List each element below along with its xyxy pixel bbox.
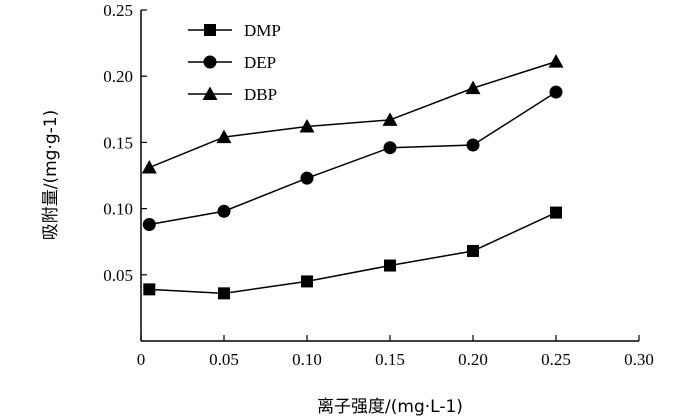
legend-label: DMP xyxy=(244,21,281,40)
data-point xyxy=(382,112,398,126)
x-tick-label: 0.05 xyxy=(209,350,239,369)
legend-item-dmp: DMP xyxy=(188,21,281,40)
x-tick-label: 0 xyxy=(137,350,146,369)
x-tick-label: 0.20 xyxy=(458,350,488,369)
y-tick-label: 0.20 xyxy=(103,67,133,86)
series-line xyxy=(149,91,557,226)
data-point xyxy=(301,275,313,288)
data-point xyxy=(383,141,397,155)
x-tick-label: 0.10 xyxy=(292,350,322,369)
y-tick-label: 0.15 xyxy=(103,133,133,152)
y-tick-label: 0.25 xyxy=(103,1,133,20)
y-tick-label: 0.10 xyxy=(103,200,133,219)
y-axis-label: 吸附量/(mg·g-1) xyxy=(41,110,61,241)
y-ticks: 0.05 0.10 0.15 0.20 0.25 xyxy=(103,1,147,285)
series-dep xyxy=(142,85,563,231)
data-point xyxy=(549,85,563,99)
legend-marker xyxy=(203,55,217,69)
x-tick-label: 0.25 xyxy=(541,350,571,369)
data-point xyxy=(465,80,481,95)
data-point xyxy=(216,129,232,144)
data-point xyxy=(550,206,562,219)
data-point xyxy=(467,244,479,257)
series-dmp xyxy=(143,206,562,300)
series-line xyxy=(149,60,557,169)
legend-item-dep: DEP xyxy=(188,53,276,72)
x-tick-label: 0.30 xyxy=(624,350,654,369)
data-point xyxy=(217,204,231,218)
series-line xyxy=(149,211,557,295)
legend-label: DEP xyxy=(244,53,276,72)
legend-label: DBP xyxy=(244,85,277,104)
data-point xyxy=(300,171,314,185)
data-point xyxy=(466,138,480,152)
x-ticks: 0 0.05 0.10 0.15 0.20 0.25 0.30 xyxy=(137,335,654,369)
legend: DMP DEP DBP xyxy=(188,21,281,104)
data-point xyxy=(548,54,564,68)
series-dbp xyxy=(141,54,564,174)
data-point xyxy=(143,283,156,296)
legend-item-dbp: DBP xyxy=(188,85,277,104)
legend-marker xyxy=(204,24,216,36)
series-layer xyxy=(141,54,564,300)
legend-marker xyxy=(202,86,218,100)
x-axis-label: 离子强度/(mg·L-1) xyxy=(317,397,463,417)
data-point xyxy=(141,160,157,174)
data-point xyxy=(142,217,156,231)
y-tick-label: 0.05 xyxy=(103,266,133,285)
data-point xyxy=(299,119,315,133)
data-point xyxy=(384,259,396,272)
data-point xyxy=(218,287,230,300)
x-tick-label: 0.15 xyxy=(375,350,405,369)
